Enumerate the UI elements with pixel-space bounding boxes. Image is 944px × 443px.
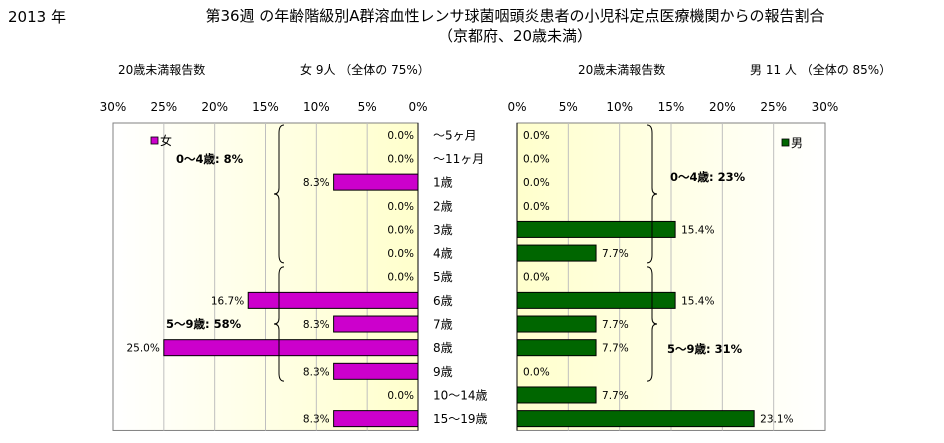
female-legend-swatch <box>150 136 159 145</box>
female-brace-5-9 <box>273 266 285 382</box>
female-brace-0-4 <box>273 124 285 264</box>
male-bar <box>516 244 597 262</box>
female-value-label: 8.3% <box>303 414 330 426</box>
male-value-label: 0.0% <box>523 130 550 142</box>
male-x-tick-label: 15% <box>658 100 685 114</box>
female-value-label: 0.0% <box>387 201 414 213</box>
male-x-tick-label: 10% <box>606 100 633 114</box>
female-bar <box>333 315 419 333</box>
male-brace-5-9 <box>646 266 658 382</box>
male-value-label: 23.1% <box>760 414 793 426</box>
male-bar <box>516 291 676 309</box>
female-x-tick-label: 10% <box>303 100 330 114</box>
category-label: 6歳 <box>433 294 453 308</box>
male-value-label: 0.0% <box>523 272 550 284</box>
male-count-label: 20歳未満報告数 <box>578 63 666 77</box>
female-value-label: 25.0% <box>126 343 159 355</box>
female-bar <box>247 291 419 309</box>
female-value-label: 0.0% <box>387 130 414 142</box>
female-x-tick-label: 30% <box>100 100 127 114</box>
male-value-label: 7.7% <box>602 343 629 355</box>
male-bar <box>516 220 676 238</box>
female-value-label: 0.0% <box>387 272 414 284</box>
category-label: ～11ヶ月 <box>433 152 484 166</box>
male-x-tick-label: 5% <box>559 100 578 114</box>
category-label: ～5ヶ月 <box>433 128 477 142</box>
category-label: 9歳 <box>433 365 453 379</box>
male-value-label: 15.4% <box>681 224 714 236</box>
female-value-label: 0.0% <box>387 153 414 165</box>
male-value-label: 15.4% <box>681 295 714 307</box>
male-value-label: 0.0% <box>523 177 550 189</box>
category-label: 4歳 <box>433 247 453 261</box>
male-x-tick-label: 25% <box>760 100 787 114</box>
female-value-label: 16.7% <box>211 295 244 307</box>
female-annotation-0-4: 0～4歳: 8% <box>176 152 244 166</box>
year-label: 2013 年 <box>8 8 66 26</box>
category-label: 3歳 <box>433 223 453 237</box>
female-bar <box>163 339 419 357</box>
male-bar <box>516 339 597 357</box>
female-annotation-5-9: 5～9歳: 58% <box>166 317 242 331</box>
female-x-tick-label: 5% <box>358 100 377 114</box>
male-count-value: 男 11 人 （全体の 85%） <box>750 63 892 77</box>
male-legend-label: 男 <box>791 136 803 150</box>
female-value-label: 0.0% <box>387 224 414 236</box>
female-x-tick-label: 0% <box>408 100 427 114</box>
category-label: 15～19歳 <box>433 412 488 426</box>
female-x-tick-label: 15% <box>252 100 279 114</box>
male-value-label: 0.0% <box>523 153 550 165</box>
title-line-1: 第36週 の年齢階級別A群溶血性レンサ球菌咽頭炎患者の小児科定点医療機関からの報… <box>205 7 825 25</box>
female-value-label: 0.0% <box>387 248 414 260</box>
female-bar <box>333 410 419 428</box>
female-value-label: 8.3% <box>303 177 330 189</box>
female-bar <box>333 173 419 191</box>
male-value-label: 0.0% <box>523 366 550 378</box>
male-value-label: 0.0% <box>523 201 550 213</box>
male-x-tick-label: 30% <box>812 100 839 114</box>
male-bar <box>516 386 597 404</box>
male-x-tick-label: 20% <box>709 100 736 114</box>
category-label: 10～14歳 <box>433 388 488 402</box>
chart-title: 第36週 の年齢階級別A群溶血性レンサ球菌咽頭炎患者の小児科定点医療機関からの報… <box>150 6 880 46</box>
male-x-tick-label: 0% <box>507 100 526 114</box>
male-value-label: 7.7% <box>602 390 629 402</box>
category-label: 1歳 <box>433 176 453 190</box>
male-value-label: 7.7% <box>602 248 629 260</box>
category-label: 8歳 <box>433 341 453 355</box>
male-brace-0-4 <box>646 124 658 264</box>
male-value-label: 7.7% <box>602 319 629 331</box>
category-label: 2歳 <box>433 199 453 213</box>
male-bar <box>516 410 755 428</box>
category-label: 5歳 <box>433 270 453 284</box>
male-bar <box>516 315 597 333</box>
female-count-label: 20歳未満報告数 <box>118 63 206 77</box>
female-legend-label: 女 <box>160 133 172 148</box>
female-value-label: 0.0% <box>387 390 414 402</box>
female-x-tick-label: 25% <box>150 100 177 114</box>
female-bar <box>333 362 419 380</box>
male-annotation-5-9: 5～9歳: 31% <box>667 342 743 356</box>
female-count-value: 女 9人 （全体の 75%） <box>300 63 430 77</box>
female-value-label: 8.3% <box>303 366 330 378</box>
male-legend-swatch <box>781 138 790 147</box>
female-x-tick-label: 20% <box>201 100 228 114</box>
male-annotation-0-4: 0～4歳: 23% <box>670 170 746 184</box>
title-line-2: （京都府、20歳未満） <box>437 27 593 45</box>
female-value-label: 8.3% <box>303 319 330 331</box>
category-label: 7歳 <box>433 318 453 332</box>
